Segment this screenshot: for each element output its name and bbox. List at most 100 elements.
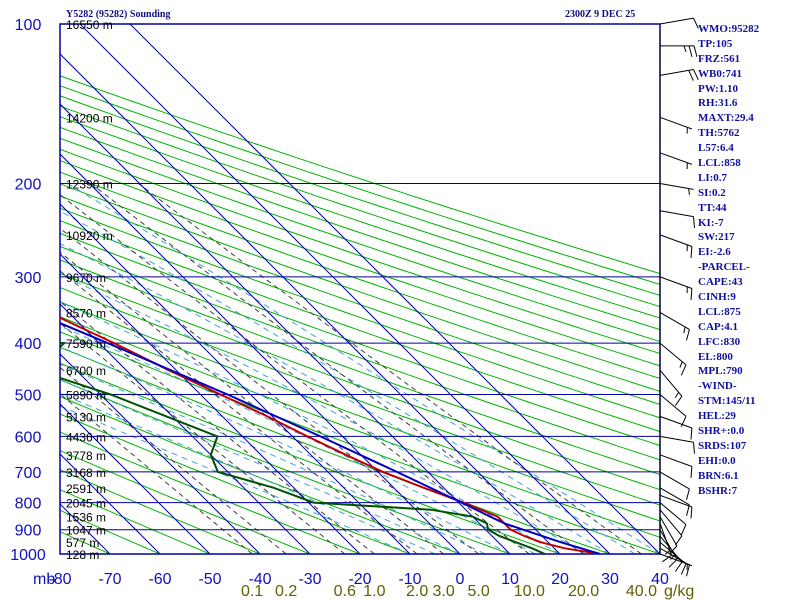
mixing-ratio-label: 0.2 [275, 583, 297, 600]
dry-adiabat-line [60, 85, 660, 285]
pressure-tick-label: 200 [15, 177, 42, 194]
index-item: CAP:4.1 [698, 320, 739, 333]
moist-adiabat-line [60, 243, 611, 554]
height-label: 12390 m [66, 178, 113, 192]
mixing-ratio-line [60, 193, 530, 554]
wind-barb [659, 487, 690, 516]
mixing-ratio-label: 0.6 [334, 583, 356, 600]
pressure-tick-label: 100 [15, 17, 42, 34]
wind-barb-staff [659, 369, 683, 397]
wind-barb-staff [659, 516, 678, 547]
wind-barb-flag [674, 535, 683, 546]
index-item: HEL:29 [698, 410, 736, 423]
wind-barb-flag [690, 246, 693, 258]
index-item: SI:0.2 [698, 186, 726, 199]
wind-barb-flag [693, 442, 695, 454]
temperature-tick-label: -60 [148, 571, 171, 588]
wind-barb-staff [659, 415, 693, 429]
profiles [60, 316, 601, 554]
wind-barb-staff [659, 234, 693, 247]
temperature-tick-label: 0 [456, 571, 465, 588]
dry-adiabat-line [60, 245, 660, 461]
wind-barb-staff [659, 471, 690, 490]
wind-barb-staff [659, 69, 694, 76]
grid [60, 24, 660, 554]
dewpoint-line [60, 341, 546, 554]
mixing-ratio-label: 0.1 [241, 583, 263, 600]
index-item: CINH:9 [698, 291, 736, 304]
temperature-tick-label: -30 [298, 571, 321, 588]
dry-adiabat-line [60, 105, 660, 308]
wind-barb-staff [659, 311, 690, 330]
index-item: MPL:790 [698, 365, 743, 378]
index-item: FRZ:561 [698, 52, 741, 65]
dry-adiabat-line [60, 362, 561, 554]
height-label: 2591 m [66, 482, 106, 496]
mixing-ratio-label: 1.0 [363, 583, 385, 600]
isotherm-line [129, 24, 660, 554]
wind-barb-staff [659, 487, 690, 506]
index-item: MAXT:29.4 [698, 112, 754, 125]
mixing-ratio-unit: g/kg [664, 583, 694, 600]
index-item: TP:105 [698, 37, 733, 50]
parcel-line [60, 322, 601, 554]
wind-barb-flag [668, 558, 678, 568]
wind-barb-flag [690, 466, 693, 478]
temperature-tick-label: -70 [98, 571, 121, 588]
wind-barbs [659, 17, 699, 577]
wind-barb [659, 415, 693, 440]
index-item: STM:145/11 [698, 395, 756, 408]
wind-barb-staff [659, 509, 683, 537]
wind-barb [659, 529, 678, 568]
wind-barb [659, 516, 678, 555]
wind-barb-flag [686, 329, 690, 341]
isotherm-line [60, 103, 511, 554]
index-item: -WIND- [698, 380, 737, 393]
dry-adiabat-line [60, 469, 261, 554]
dry-adiabat-line [60, 148, 660, 355]
isotherm-line [60, 53, 561, 554]
index-item: BRN:6.1 [698, 469, 739, 482]
wind-barb-half-flag [669, 554, 675, 560]
wind-barb-flag [686, 565, 690, 577]
isotherm-line [60, 453, 161, 554]
mixing-ratio-label: 20.0 [568, 583, 599, 600]
height-label: 2045 m [66, 497, 106, 511]
dry-adiabats [60, 75, 660, 554]
wind-barb-flag [693, 17, 699, 29]
dry-adiabat-line [60, 183, 660, 392]
wind-barb-staff [659, 494, 693, 508]
moist-adiabat-line [60, 273, 586, 554]
wind-barb-half-flag [664, 550, 671, 555]
dry-adiabat-line [60, 286, 660, 506]
temperature-tick-label: 20 [551, 571, 569, 588]
wind-barb-half-flag [674, 392, 680, 399]
wind-barb [659, 183, 694, 195]
dry-adiabat-line [60, 273, 660, 491]
height-label: 14200 m [66, 111, 113, 125]
height-label: 1047 m [66, 524, 106, 538]
wind-barb [659, 494, 693, 519]
height-label: 9670 m [66, 271, 106, 285]
wind-barb-flag [693, 69, 699, 81]
wind-barb-staff [659, 435, 694, 443]
wind-barb [659, 234, 693, 258]
mixing-ratio-label: 40.0 [626, 583, 657, 600]
isotherm-line [60, 403, 211, 554]
dry-adiabat-line [60, 396, 461, 554]
height-label: 7590 m [66, 337, 106, 351]
mixing-ratio-label: 10.0 [514, 583, 545, 600]
index-item: BSHR:7 [698, 484, 738, 497]
temperature-tick-label: -50 [198, 571, 221, 588]
height-label: 6700 m [66, 364, 106, 378]
wind-barb-staff [659, 276, 693, 289]
dry-adiabat-line [60, 301, 660, 522]
wind-barb-flag [688, 45, 693, 58]
dry-adiabat-line [60, 220, 660, 433]
isotherm-line [60, 303, 311, 554]
index-item: WB0:741 [698, 67, 742, 80]
index-item: TT:44 [698, 201, 727, 214]
wind-barb-flag [688, 70, 694, 81]
pressure-tick-label: 700 [15, 465, 42, 482]
mixing-ratio-label: 2.0 [406, 583, 428, 600]
